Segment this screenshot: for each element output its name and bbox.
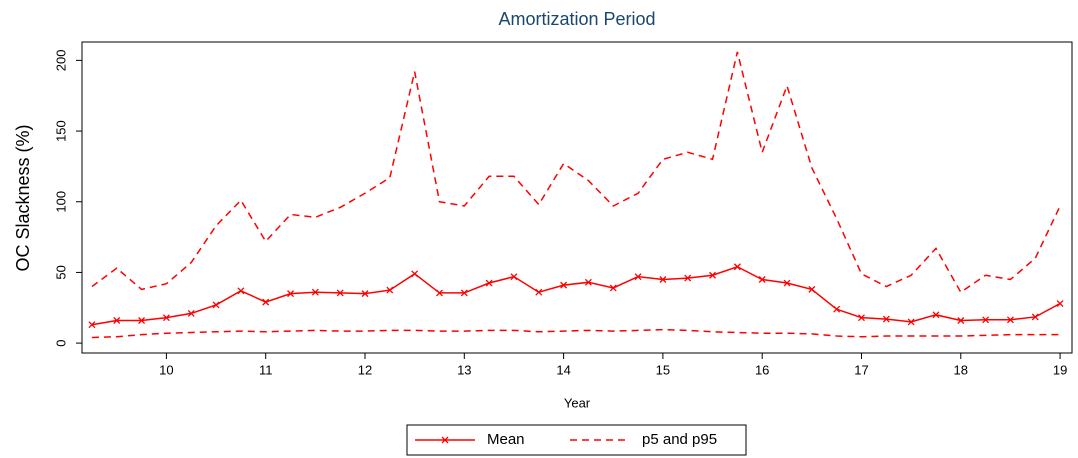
marker: [684, 274, 692, 282]
y-tick-label: 150: [53, 120, 68, 142]
x-tick-label: 16: [755, 362, 769, 377]
marker: [882, 315, 890, 323]
marker: [733, 263, 741, 271]
x-tick-label: 13: [457, 362, 471, 377]
marker: [162, 314, 170, 322]
marker: [709, 271, 717, 279]
marker: [982, 316, 990, 324]
x-axis-label: Year: [564, 395, 591, 410]
upper-line: [91, 51, 1061, 294]
marker: [311, 288, 319, 296]
marker: [858, 314, 865, 322]
y-tick-label: 0: [53, 339, 68, 346]
x-tick-label: 12: [358, 362, 372, 377]
marker: [535, 288, 543, 296]
chart-title: Amortization Period: [498, 9, 655, 29]
x-tick-label: 10: [159, 362, 173, 377]
x-tick-label: 11: [259, 362, 273, 377]
marker: [584, 278, 592, 286]
marker: [88, 321, 96, 329]
marker: [460, 289, 468, 297]
marker: [1006, 316, 1014, 324]
marker: [237, 287, 245, 295]
marker: [957, 317, 965, 324]
marker: [758, 276, 766, 283]
y-axis-label: OC Slackness (%): [13, 124, 33, 271]
marker: [287, 290, 294, 298]
marker: [932, 311, 940, 319]
marker: [441, 436, 449, 444]
lower-line: [91, 328, 1061, 339]
marker: [187, 309, 195, 317]
marker: [1031, 313, 1039, 321]
y-tick-label: 200: [53, 50, 68, 72]
marker: [138, 317, 146, 324]
marker: [386, 286, 394, 294]
marker: [485, 279, 493, 287]
marker: [361, 290, 369, 298]
marker: [609, 284, 617, 292]
marker: [411, 270, 419, 278]
x-tick-label: 17: [854, 362, 868, 377]
marker: [212, 301, 220, 309]
marker: [113, 317, 121, 324]
marker: [510, 273, 518, 281]
marker: [634, 273, 642, 281]
marker: [262, 298, 270, 306]
marker: [560, 281, 568, 289]
x-tick-label: 19: [1053, 362, 1067, 377]
y-tick-label: 100: [53, 191, 68, 213]
marker: [783, 279, 791, 287]
marker: [833, 305, 841, 313]
marker: [907, 318, 915, 326]
legend-label: Mean: [487, 431, 525, 448]
marker: [659, 276, 667, 283]
x-tick-label: 15: [656, 362, 670, 377]
series-line: [91, 265, 1061, 326]
marker: [436, 289, 443, 297]
marker: [1056, 300, 1064, 307]
x-tick-label: 14: [556, 362, 570, 377]
y-tick-label: 50: [53, 265, 68, 279]
x-tick-label: 18: [954, 362, 968, 377]
plot-frame: [81, 41, 1073, 354]
legend-label: p5 and p95: [642, 431, 717, 448]
marker: [808, 285, 816, 293]
marker: [336, 289, 344, 297]
